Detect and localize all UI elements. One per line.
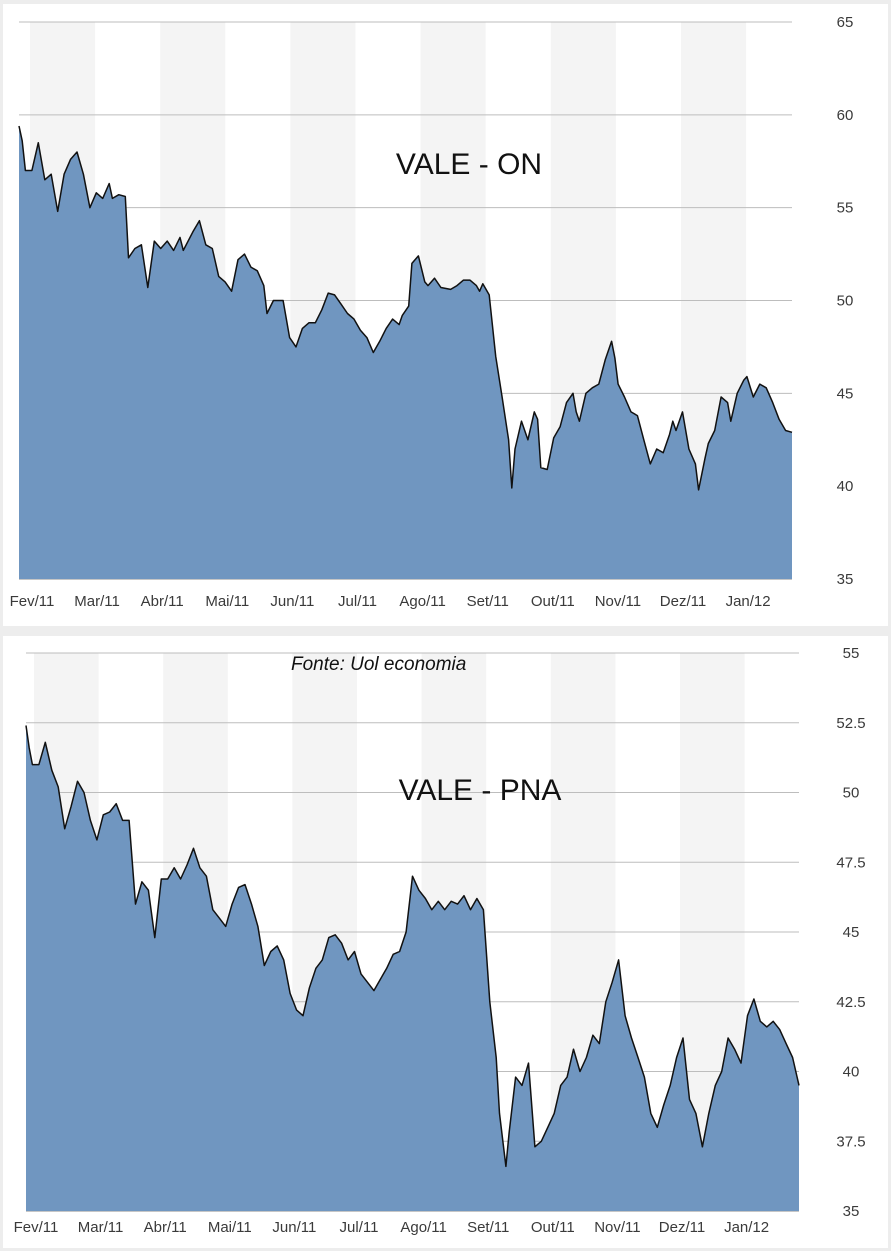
source-note: Fonte: Uol economia: [291, 654, 467, 675]
c1-x-tick-label: Mar/11: [78, 1219, 124, 1236]
c0-x-tick-label: Jun/11: [270, 593, 314, 610]
c1-y-tick-label: 42.5: [836, 994, 865, 1011]
c1-y-tick-label: 52.5: [836, 715, 865, 732]
c0-x-tick-label: Mai/11: [205, 593, 249, 610]
c0-x-tick-label: Jan/12: [726, 593, 771, 610]
c0-x-tick-label: Jul/11: [338, 593, 377, 610]
c1-series-area: [26, 725, 799, 1211]
c0-series-line: [18, 125, 793, 491]
c1-x-tick-label: Out/11: [531, 1219, 575, 1236]
c0-y-tick-label: 60: [837, 107, 854, 124]
c0-y-tick-label: 35: [837, 571, 854, 588]
c1-x-tick-label: Jan/12: [724, 1219, 769, 1236]
c0-y-tick-label: 50: [837, 293, 854, 310]
c0-x-tick-label: Abr/11: [141, 593, 184, 610]
c1-y-tick-label: 45: [843, 924, 860, 941]
c1-x-tick-label: Nov/11: [594, 1219, 640, 1236]
c0-x-tick-label: Out/11: [531, 593, 575, 610]
c1-x-tick-label: Set/11: [467, 1219, 509, 1236]
c1-chart-title: VALE - PNA: [399, 774, 562, 807]
c1-x-tick-label: Ago/11: [400, 1219, 446, 1236]
c1-y-tick-label: 35: [843, 1203, 860, 1220]
c0-x-tick-label: Set/11: [467, 593, 509, 610]
c0-x-tick-label: Ago/11: [399, 593, 445, 610]
c1-y-tick-label: 47.5: [836, 854, 865, 871]
chart-panel-vale-pna: 35 37.5 40 42.5 45 47.5 50 52.5 55 Fev/11 Mar/11 Ab…: [3, 636, 888, 1248]
c1-y-tick-label: 55: [843, 645, 860, 662]
c1-x-tick-label: Jul/11: [340, 1219, 379, 1236]
vale-on-chart: 35 40 45 50 55 60 65 Fev/11 Mar/11 Abr/11 Mai/11 Ju…: [10, 14, 854, 610]
c0-y-tick-label: 45: [837, 385, 854, 402]
vale-pna-chart: 35 37.5 40 42.5 45 47.5 50 52.5 55 Fev/11 Mar/11 Ab…: [14, 645, 866, 1236]
c1-x-tick-label: Dez/11: [659, 1219, 705, 1236]
c1-x-tick-label: Fev/11: [14, 1219, 59, 1236]
c1-x-tick-label: Mai/11: [208, 1219, 252, 1236]
c0-x-tick-label: Nov/11: [595, 593, 641, 610]
chart-panel-vale-on: 35 40 45 50 55 60 65 Fev/11 Mar/11 Abr/11 Mai/11 Ju…: [3, 4, 888, 626]
c0-y-tick-label: 55: [837, 200, 854, 217]
c1-series-line: [25, 725, 800, 1168]
c1-y-tick-label: 40: [843, 1064, 860, 1081]
c1-y-tick-label: 50: [843, 785, 860, 802]
c1-x-tick-label: Abr/11: [144, 1219, 187, 1236]
c0-series-area: [19, 126, 792, 579]
c1-y-tick-label: 37.5: [836, 1133, 865, 1150]
c0-y-tick-label: 65: [837, 14, 854, 31]
c0-chart-title: VALE - ON: [396, 148, 542, 181]
c0-x-tick-label: Mar/11: [74, 593, 120, 610]
c0-x-tick-label: Fev/11: [10, 593, 55, 610]
c0-y-tick-label: 40: [837, 478, 854, 495]
c1-x-tick-label: Jun/11: [272, 1219, 316, 1236]
c0-x-tick-label: Dez/11: [660, 593, 706, 610]
